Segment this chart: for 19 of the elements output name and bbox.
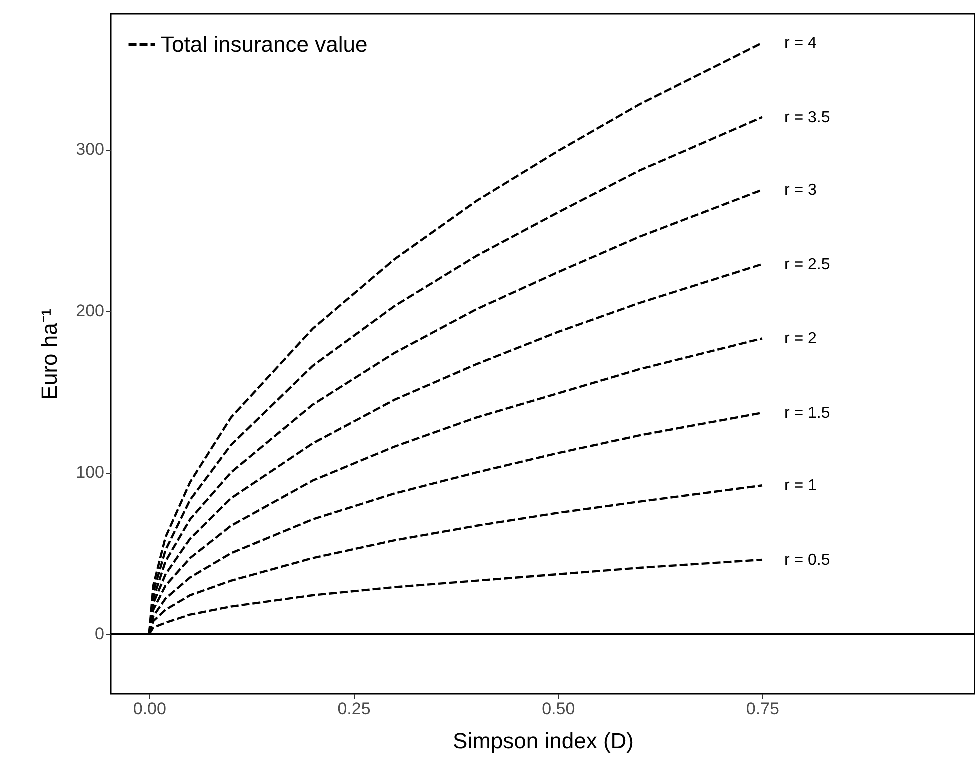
- annotation: r = 1.5: [784, 404, 830, 422]
- x-axis-title: Simpson index (D): [453, 728, 634, 754]
- annotation: r = 3.5: [784, 109, 830, 126]
- annotation: r = 0.5: [784, 552, 830, 569]
- y-tick-label: 100: [76, 463, 104, 482]
- y-tick-label: 0: [95, 624, 104, 644]
- annotation: r = 3: [784, 182, 818, 200]
- y-tick-label: 300: [76, 140, 104, 160]
- x-tick-label: 0.75: [746, 700, 780, 718]
- x-tick-label: 0.00: [133, 700, 166, 718]
- annotation: r = 2: [784, 330, 818, 348]
- annotation: r = 2.5: [784, 256, 830, 274]
- legend-label: Total insurance value: [161, 32, 368, 57]
- x-tick-label: 0.50: [542, 700, 576, 718]
- y-tick-label: 200: [76, 302, 104, 321]
- annotation: r = 1: [784, 478, 818, 495]
- y-axis-title: Euro ha⁻¹: [37, 308, 62, 400]
- annotation: r = 4: [784, 35, 818, 52]
- x-tick-label: 0.25: [338, 700, 371, 718]
